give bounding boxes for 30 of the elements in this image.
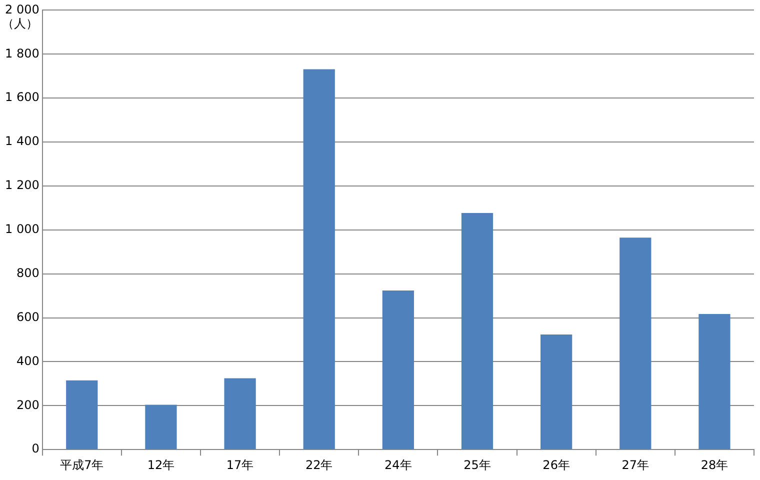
bar (66, 380, 98, 450)
x-tick-label: 平成7年 (60, 458, 104, 472)
y-tick-label: 600 (16, 310, 40, 324)
bar (698, 314, 730, 450)
y-axis-title: （人） (2, 16, 38, 30)
y-tick-label: 1 600 (4, 90, 40, 104)
bar (620, 238, 652, 450)
y-tick-label: 200 (16, 398, 40, 412)
y-tick-label: 800 (16, 266, 40, 280)
x-tick-label: 17年 (226, 458, 254, 472)
y-tick-label: 1 400 (4, 134, 40, 148)
bar (224, 378, 256, 450)
x-tick-label: 28年 (700, 458, 728, 472)
x-tick-label: 12年 (147, 458, 175, 472)
y-tick-label: 2 000 (4, 2, 40, 16)
y-tick-label: 0 (32, 442, 40, 456)
y-tick-label: 1 200 (4, 178, 40, 192)
y-tick-label: 1 800 (4, 46, 40, 60)
bar (145, 404, 177, 450)
x-tick-label: 24年 (384, 458, 412, 472)
x-tick-label: 26年 (542, 458, 570, 472)
x-tick-label: 22年 (305, 458, 333, 472)
bar (382, 290, 414, 450)
y-tick-label: 1 000 (4, 222, 40, 236)
x-tick-label: 25年 (464, 458, 491, 472)
y-tick-label: 400 (16, 354, 40, 368)
bar (303, 69, 335, 450)
bar (540, 334, 572, 450)
bar (461, 212, 494, 450)
x-tick-label: 27年 (622, 458, 650, 472)
